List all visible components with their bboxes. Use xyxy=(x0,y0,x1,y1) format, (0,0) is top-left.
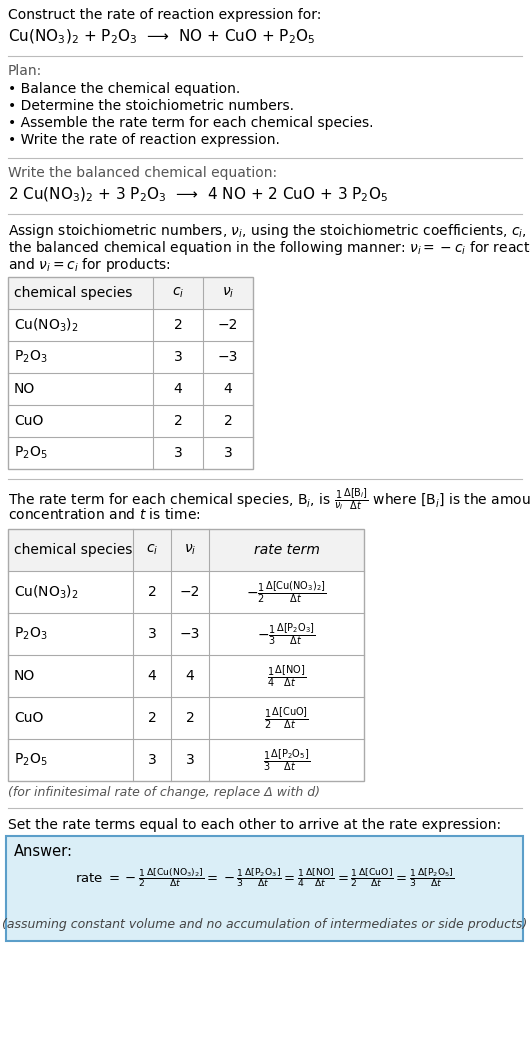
Text: P$_2$O$_5$: P$_2$O$_5$ xyxy=(14,751,48,768)
Bar xyxy=(8,277,253,469)
Text: 2: 2 xyxy=(224,414,232,428)
Text: 2: 2 xyxy=(148,711,156,725)
Text: $\nu_i$: $\nu_i$ xyxy=(222,286,234,300)
Text: concentration and $t$ is time:: concentration and $t$ is time: xyxy=(8,507,201,522)
Text: Plan:: Plan: xyxy=(8,64,42,78)
Bar xyxy=(8,277,253,309)
Text: 2: 2 xyxy=(148,585,156,599)
FancyBboxPatch shape xyxy=(6,836,523,941)
Bar xyxy=(8,571,364,782)
Text: CuO: CuO xyxy=(14,414,43,428)
Text: $\frac{1}{3}\frac{\Delta[\mathrm{P_2O_5}]}{\Delta t}$: $\frac{1}{3}\frac{\Delta[\mathrm{P_2O_5}… xyxy=(263,747,310,773)
Text: 4: 4 xyxy=(174,382,182,396)
Text: and $\nu_i = c_i$ for products:: and $\nu_i = c_i$ for products: xyxy=(8,256,171,274)
Text: Cu(NO$_3$)$_2$ + P$_2$O$_3$  ⟶  NO + CuO + P$_2$O$_5$: Cu(NO$_3$)$_2$ + P$_2$O$_3$ ⟶ NO + CuO +… xyxy=(8,28,315,47)
Text: rate term: rate term xyxy=(253,543,320,557)
Text: CuO: CuO xyxy=(14,711,43,725)
Text: • Write the rate of reaction expression.: • Write the rate of reaction expression. xyxy=(8,133,280,147)
Bar xyxy=(8,529,364,782)
Text: chemical species: chemical species xyxy=(14,543,132,557)
Text: The rate term for each chemical species, B$_i$, is $\frac{1}{\nu_i}\frac{\Delta[: The rate term for each chemical species,… xyxy=(8,487,530,513)
Text: 4: 4 xyxy=(186,669,195,683)
Text: $\frac{1}{2}\frac{\Delta[\mathrm{CuO}]}{\Delta t}$: $\frac{1}{2}\frac{\Delta[\mathrm{CuO}]}{… xyxy=(264,705,309,730)
Text: the balanced chemical equation in the following manner: $\nu_i = -c_i$ for react: the balanced chemical equation in the fo… xyxy=(8,239,530,257)
Text: Construct the rate of reaction expression for:: Construct the rate of reaction expressio… xyxy=(8,8,321,22)
Text: $\frac{1}{4}\frac{\Delta[\mathrm{NO}]}{\Delta t}$: $\frac{1}{4}\frac{\Delta[\mathrm{NO}]}{\… xyxy=(267,663,306,689)
Text: (assuming constant volume and no accumulation of intermediates or side products): (assuming constant volume and no accumul… xyxy=(2,918,528,931)
Text: 4: 4 xyxy=(148,669,156,683)
Text: 3: 3 xyxy=(174,350,182,364)
Text: 3: 3 xyxy=(224,446,232,460)
Text: $-\frac{1}{3}\frac{\Delta[\mathrm{P_2O_3}]}{\Delta t}$: $-\frac{1}{3}\frac{\Delta[\mathrm{P_2O_3… xyxy=(257,621,316,647)
Text: NO: NO xyxy=(14,382,36,396)
Text: (for infinitesimal rate of change, replace Δ with d): (for infinitesimal rate of change, repla… xyxy=(8,786,320,799)
Text: 3: 3 xyxy=(174,446,182,460)
Bar xyxy=(8,309,253,469)
Text: $c_i$: $c_i$ xyxy=(146,543,158,557)
Text: • Balance the chemical equation.: • Balance the chemical equation. xyxy=(8,82,240,96)
Text: Write the balanced chemical equation:: Write the balanced chemical equation: xyxy=(8,166,277,180)
Text: $-\frac{1}{2}\frac{\Delta[\mathrm{Cu(NO_3)_2}]}{\Delta t}$: $-\frac{1}{2}\frac{\Delta[\mathrm{Cu(NO_… xyxy=(246,579,327,604)
Text: 3: 3 xyxy=(186,753,195,767)
Text: 2 Cu(NO$_3$)$_2$ + 3 P$_2$O$_3$  ⟶  4 NO + 2 CuO + 3 P$_2$O$_5$: 2 Cu(NO$_3$)$_2$ + 3 P$_2$O$_3$ ⟶ 4 NO +… xyxy=(8,187,388,204)
Text: P$_2$O$_3$: P$_2$O$_3$ xyxy=(14,626,48,642)
Text: 2: 2 xyxy=(174,414,182,428)
Text: 3: 3 xyxy=(148,627,156,641)
Text: −2: −2 xyxy=(218,318,238,332)
Text: −3: −3 xyxy=(180,627,200,641)
Text: 4: 4 xyxy=(224,382,232,396)
Text: rate $= -\frac{1}{2}\frac{\Delta[\mathrm{Cu(NO_3)_2}]}{\Delta t}= -\frac{1}{3}\f: rate $= -\frac{1}{2}\frac{\Delta[\mathrm… xyxy=(75,867,455,890)
Text: 2: 2 xyxy=(186,711,195,725)
Text: NO: NO xyxy=(14,669,36,683)
Text: Cu(NO$_3$)$_2$: Cu(NO$_3$)$_2$ xyxy=(14,584,78,600)
Text: Assign stoichiometric numbers, $\nu_i$, using the stoichiometric coefficients, $: Assign stoichiometric numbers, $\nu_i$, … xyxy=(8,222,530,240)
Text: Set the rate terms equal to each other to arrive at the rate expression:: Set the rate terms equal to each other t… xyxy=(8,818,501,832)
Text: Cu(NO$_3$)$_2$: Cu(NO$_3$)$_2$ xyxy=(14,317,78,333)
Bar xyxy=(8,529,364,571)
Text: Answer:: Answer: xyxy=(14,844,73,859)
Text: • Determine the stoichiometric numbers.: • Determine the stoichiometric numbers. xyxy=(8,99,294,113)
Text: $c_i$: $c_i$ xyxy=(172,286,184,300)
Text: −2: −2 xyxy=(180,585,200,599)
Text: 2: 2 xyxy=(174,318,182,332)
Text: −3: −3 xyxy=(218,350,238,364)
Text: P$_2$O$_5$: P$_2$O$_5$ xyxy=(14,445,48,462)
Text: $\nu_i$: $\nu_i$ xyxy=(184,543,196,557)
Text: • Assemble the rate term for each chemical species.: • Assemble the rate term for each chemic… xyxy=(8,116,374,130)
Text: 3: 3 xyxy=(148,753,156,767)
Text: P$_2$O$_3$: P$_2$O$_3$ xyxy=(14,349,48,365)
Text: chemical species: chemical species xyxy=(14,286,132,300)
